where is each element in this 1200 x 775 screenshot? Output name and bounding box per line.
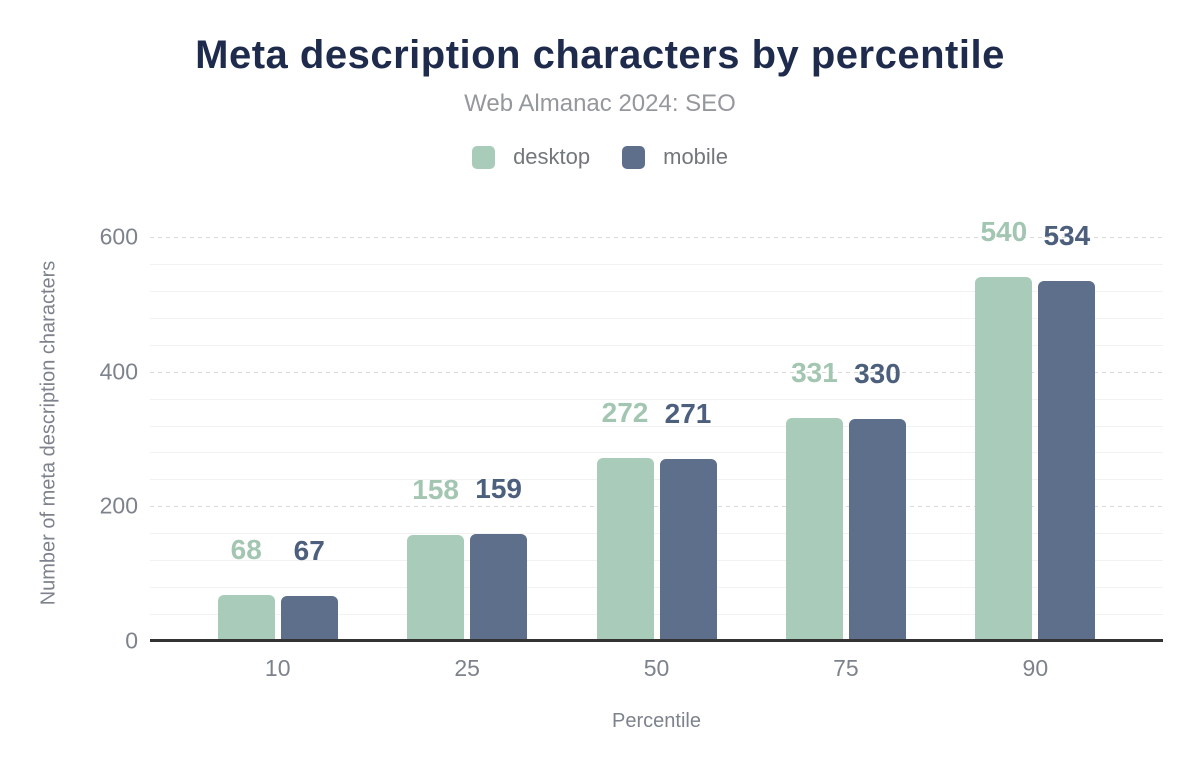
minor-gridline xyxy=(150,533,1163,535)
bar-groups: 68 67 10 158 159 25 272 271 50 331 330 75 540 534 90 xyxy=(150,217,1163,681)
y-axis-ticks: 0 200 400 600 xyxy=(0,224,140,654)
bar-value-label-desktop-p75: 331 xyxy=(791,357,838,389)
x-tick-label: 90 xyxy=(1022,655,1049,681)
minor-gridline xyxy=(150,263,1163,265)
bar-desktop-p90[interactable]: 540 xyxy=(975,217,1033,641)
category-group-10: 68 67 10 xyxy=(183,237,372,681)
bar-value-label-mobile-p10: 67 xyxy=(293,534,325,566)
major-gridline xyxy=(150,371,1163,373)
category-group-75: 331 330 75 xyxy=(751,237,940,681)
legend: desktop mobile xyxy=(0,144,1200,170)
bar-value-label-desktop-p10: 68 xyxy=(230,534,262,566)
bar-mobile-p75[interactable]: 330 xyxy=(848,358,906,641)
bar-value-label-mobile-p75: 330 xyxy=(854,357,901,389)
legend-label: desktop xyxy=(513,144,591,169)
minor-gridline xyxy=(150,398,1163,400)
y-tick-label: 600 xyxy=(99,223,138,250)
minor-gridline xyxy=(150,560,1163,562)
mobile-swatch-icon xyxy=(622,145,646,169)
bar-desktop-p50[interactable]: 272 xyxy=(596,397,654,641)
category-group-25: 158 159 25 xyxy=(372,237,561,681)
x-axis-title: Percentile xyxy=(612,710,701,732)
chart-subtitle: Web Almanac 2024: SEO xyxy=(464,90,736,117)
bar-value-label-mobile-p90: 534 xyxy=(1043,220,1091,252)
chart-title: Meta description characters by percentil… xyxy=(195,33,1005,77)
x-tick-label: 25 xyxy=(454,655,480,681)
bar-value-label-mobile-p25: 159 xyxy=(475,472,522,504)
major-gridline xyxy=(150,237,1163,238)
legend-item-mobile[interactable]: mobile xyxy=(622,144,728,170)
x-tick-label: 10 xyxy=(264,655,291,681)
major-gridline xyxy=(150,506,1163,508)
legend-item-desktop[interactable]: desktop xyxy=(472,144,590,170)
bar-desktop-p25[interactable]: 158 xyxy=(407,474,465,641)
minor-gridline xyxy=(150,290,1163,292)
bar-value-label-desktop-p25: 158 xyxy=(412,473,459,505)
minor-gridline xyxy=(150,425,1163,427)
x-tick-label: 50 xyxy=(643,655,670,681)
minor-gridline xyxy=(150,614,1163,616)
bar-desktop-p10[interactable]: 68 xyxy=(217,535,275,641)
bar-value-label-desktop-p50: 272 xyxy=(601,396,649,428)
minor-gridline xyxy=(150,452,1163,454)
x-tick-label: 75 xyxy=(833,655,859,681)
category-group-90: 540 534 90 xyxy=(941,217,1130,681)
bar-mobile-p90[interactable]: 534 xyxy=(1038,221,1096,641)
bar-desktop-p75[interactable]: 331 xyxy=(785,358,843,641)
y-tick-label: 200 xyxy=(99,492,138,519)
desktop-swatch-icon xyxy=(472,145,496,169)
bar-mobile-p50[interactable]: 271 xyxy=(659,398,717,641)
bar-value-label-mobile-p50: 271 xyxy=(664,397,712,429)
y-tick-label: 400 xyxy=(99,358,138,385)
minor-gridline xyxy=(150,479,1163,481)
bar-mobile-p25[interactable]: 159 xyxy=(470,473,528,641)
minor-gridline xyxy=(150,317,1163,319)
category-group-50: 272 271 50 xyxy=(562,237,751,681)
minor-gridline xyxy=(150,344,1163,346)
bar-mobile-p10[interactable]: 67 xyxy=(280,535,338,641)
y-tick-label: 0 xyxy=(125,627,138,654)
legend-label: mobile xyxy=(663,144,728,169)
minor-gridline xyxy=(150,587,1163,589)
plot-area: 68 67 10 158 159 25 272 271 50 331 330 75 540 534 90 xyxy=(150,217,1163,681)
x-axis-baseline xyxy=(150,639,1163,642)
bar-value-label-desktop-p90: 540 xyxy=(980,216,1028,248)
